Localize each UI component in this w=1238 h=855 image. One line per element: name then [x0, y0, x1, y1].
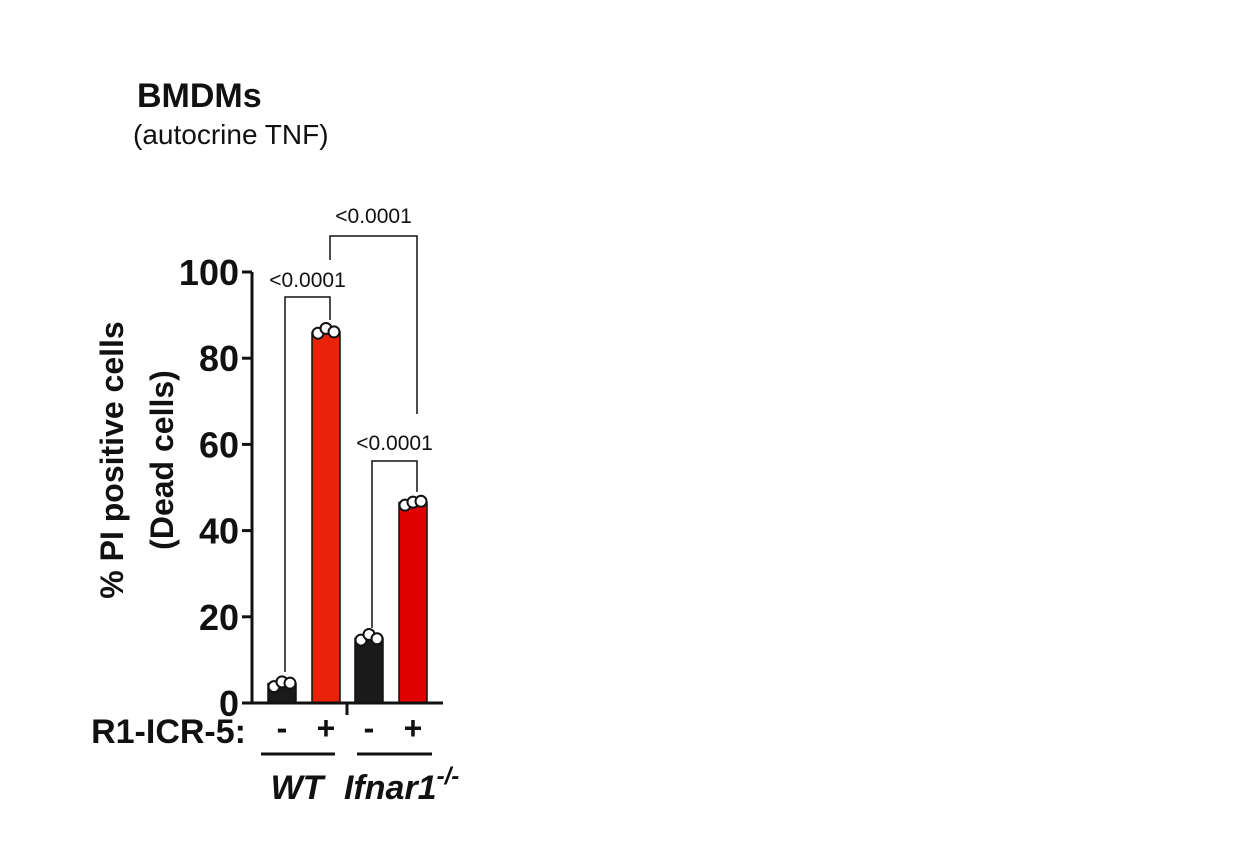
bar	[311, 331, 341, 704]
y-axis-label: % PI positive cells (Dead cells)	[94, 321, 180, 598]
data-point	[283, 676, 297, 690]
p-value-label: <0.0001	[356, 432, 433, 455]
group-label: WT	[271, 769, 327, 807]
significance-bracket	[284, 296, 331, 672]
group-labels: WT Ifnar1-/-	[261, 752, 459, 807]
bar	[354, 637, 384, 704]
significance-brackets: <0.0001 <0.0001 <0.0001	[269, 205, 433, 672]
data-point	[327, 325, 341, 339]
treatment-signs: - + - +	[277, 710, 423, 746]
p-value-label: <0.0001	[335, 205, 412, 228]
y-tick-label: 0	[219, 683, 239, 724]
chart-subtitle: (autocrine TNF)	[133, 119, 329, 150]
treatment-sign: -	[277, 710, 288, 746]
y-tick-label: 80	[199, 338, 239, 379]
significance-bracket	[371, 460, 418, 628]
y-tick-label: 40	[199, 511, 239, 552]
treatment-sign: -	[364, 710, 375, 746]
treatment-sign: +	[317, 710, 336, 746]
bars-layer	[267, 331, 428, 704]
significance-bracket	[329, 235, 418, 414]
p-value-label: <0.0001	[269, 269, 346, 292]
y-axis-label-line1: % PI positive cells	[94, 321, 130, 598]
bar	[398, 501, 428, 704]
axes	[250, 272, 443, 715]
y-tick-label: 60	[199, 424, 239, 465]
data-point	[414, 494, 428, 508]
y-tick-label: 20	[199, 597, 239, 638]
treatment-row-label: R1-ICR-5:	[91, 713, 246, 751]
y-tick-label: 100	[179, 252, 239, 293]
y-axis-label-line2: (Dead cells)	[144, 370, 180, 550]
y-ticks: 0 20 40 60 80 100	[179, 252, 252, 724]
group-label-superscript: -/-	[437, 763, 460, 790]
chart-title: BMDMs	[137, 77, 262, 115]
data-point	[370, 632, 384, 646]
points-layer	[267, 321, 428, 694]
treatment-sign: +	[404, 710, 423, 746]
group-label: Ifnar1-/-	[344, 763, 459, 807]
